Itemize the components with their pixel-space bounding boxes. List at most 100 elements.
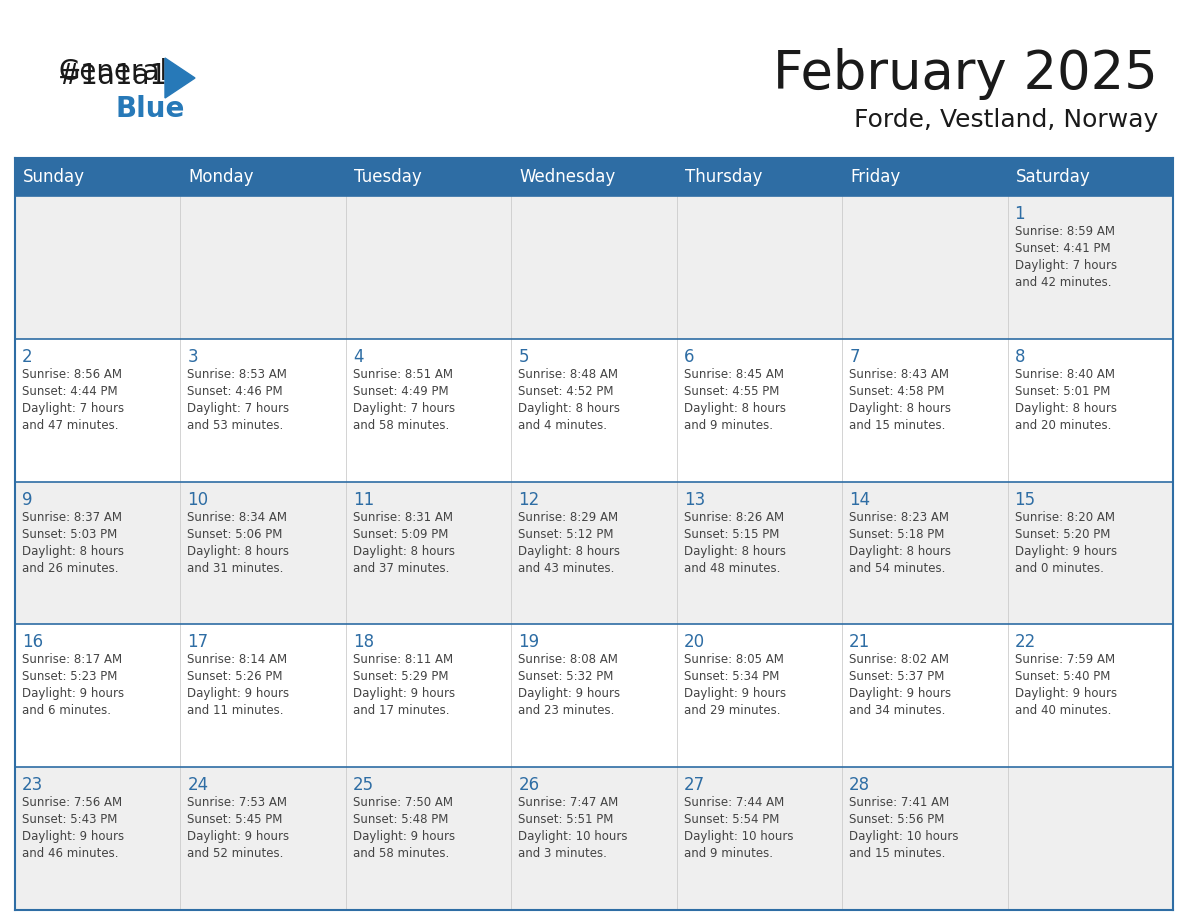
Text: 14: 14 (849, 490, 871, 509)
Text: Daylight: 9 hours: Daylight: 9 hours (518, 688, 620, 700)
Text: Sunrise: 8:48 AM: Sunrise: 8:48 AM (518, 368, 618, 381)
Text: 27: 27 (684, 777, 704, 794)
Text: and 29 minutes.: and 29 minutes. (684, 704, 781, 717)
Text: Sunrise: 8:08 AM: Sunrise: 8:08 AM (518, 654, 618, 666)
Text: 7: 7 (849, 348, 860, 365)
Text: Sunrise: 8:31 AM: Sunrise: 8:31 AM (353, 510, 453, 523)
Text: and 20 minutes.: and 20 minutes. (1015, 419, 1111, 431)
Text: 17: 17 (188, 633, 209, 652)
Text: 10: 10 (188, 490, 209, 509)
Bar (15, 624, 1173, 767)
Text: Daylight: 8 hours: Daylight: 8 hours (188, 544, 290, 557)
Text: and 9 minutes.: and 9 minutes. (684, 847, 772, 860)
Text: Sunrise: 7:59 AM: Sunrise: 7:59 AM (1015, 654, 1114, 666)
Text: 2: 2 (23, 348, 32, 365)
Text: Wednesday: Wednesday (519, 168, 615, 186)
Text: Sunset: 5:09 PM: Sunset: 5:09 PM (353, 528, 448, 541)
Text: and 31 minutes.: and 31 minutes. (188, 562, 284, 575)
Text: Sunset: 5:51 PM: Sunset: 5:51 PM (518, 813, 614, 826)
Text: Sunrise: 8:26 AM: Sunrise: 8:26 AM (684, 510, 784, 523)
Text: and 9 minutes.: and 9 minutes. (684, 419, 772, 431)
Text: 18: 18 (353, 633, 374, 652)
Text: Sunrise: 8:34 AM: Sunrise: 8:34 AM (188, 510, 287, 523)
Text: Daylight: 10 hours: Daylight: 10 hours (684, 830, 794, 844)
Bar (15, 196, 1173, 339)
Text: Sunset: 4:55 PM: Sunset: 4:55 PM (684, 385, 779, 397)
Text: Sunrise: 7:56 AM: Sunrise: 7:56 AM (23, 796, 122, 809)
Text: 9: 9 (23, 490, 32, 509)
Text: and 23 minutes.: and 23 minutes. (518, 704, 614, 717)
Text: Daylight: 8 hours: Daylight: 8 hours (353, 544, 455, 557)
Text: Sunrise: 7:50 AM: Sunrise: 7:50 AM (353, 796, 453, 809)
Text: Sunday: Sunday (23, 168, 86, 186)
Text: Saturday: Saturday (1016, 168, 1091, 186)
Text: Sunrise: 8:43 AM: Sunrise: 8:43 AM (849, 368, 949, 381)
Text: 13: 13 (684, 490, 704, 509)
Text: and 34 minutes.: and 34 minutes. (849, 704, 946, 717)
Text: #1a1a1a: #1a1a1a (58, 62, 185, 90)
Text: Sunrise: 8:20 AM: Sunrise: 8:20 AM (1015, 510, 1114, 523)
Text: Sunrise: 8:40 AM: Sunrise: 8:40 AM (1015, 368, 1114, 381)
Text: Daylight: 8 hours: Daylight: 8 hours (849, 544, 952, 557)
Text: Daylight: 9 hours: Daylight: 9 hours (849, 688, 952, 700)
Text: Sunrise: 8:37 AM: Sunrise: 8:37 AM (23, 510, 122, 523)
Text: Daylight: 7 hours: Daylight: 7 hours (188, 402, 290, 415)
Text: Daylight: 8 hours: Daylight: 8 hours (684, 544, 785, 557)
Text: and 58 minutes.: and 58 minutes. (353, 847, 449, 860)
Text: 26: 26 (518, 777, 539, 794)
Text: 19: 19 (518, 633, 539, 652)
Text: Daylight: 10 hours: Daylight: 10 hours (849, 830, 959, 844)
Text: 20: 20 (684, 633, 704, 652)
Text: 1: 1 (1015, 205, 1025, 223)
Text: 6: 6 (684, 348, 694, 365)
Text: 22: 22 (1015, 633, 1036, 652)
Text: Daylight: 9 hours: Daylight: 9 hours (188, 830, 290, 844)
Text: and 0 minutes.: and 0 minutes. (1015, 562, 1104, 575)
Text: Sunrise: 8:29 AM: Sunrise: 8:29 AM (518, 510, 619, 523)
Text: Sunset: 5:34 PM: Sunset: 5:34 PM (684, 670, 779, 683)
Bar (15, 767, 1173, 910)
Text: Sunset: 5:29 PM: Sunset: 5:29 PM (353, 670, 448, 683)
Text: and 48 minutes.: and 48 minutes. (684, 562, 781, 575)
Text: Sunset: 5:45 PM: Sunset: 5:45 PM (188, 813, 283, 826)
Text: Sunset: 5:48 PM: Sunset: 5:48 PM (353, 813, 448, 826)
Text: Sunset: 4:52 PM: Sunset: 4:52 PM (518, 385, 614, 397)
Text: Sunset: 5:54 PM: Sunset: 5:54 PM (684, 813, 779, 826)
Text: Daylight: 9 hours: Daylight: 9 hours (1015, 544, 1117, 557)
Text: 28: 28 (849, 777, 871, 794)
Text: Daylight: 9 hours: Daylight: 9 hours (188, 688, 290, 700)
Text: 3: 3 (188, 348, 198, 365)
Text: Daylight: 9 hours: Daylight: 9 hours (23, 830, 124, 844)
Text: Friday: Friday (851, 168, 901, 186)
Text: Daylight: 8 hours: Daylight: 8 hours (518, 544, 620, 557)
Text: Sunrise: 8:59 AM: Sunrise: 8:59 AM (1015, 225, 1114, 238)
Text: Tuesday: Tuesday (354, 168, 422, 186)
Text: Daylight: 9 hours: Daylight: 9 hours (1015, 688, 1117, 700)
Text: Blue: Blue (115, 95, 184, 123)
Text: and 11 minutes.: and 11 minutes. (188, 704, 284, 717)
Text: Daylight: 8 hours: Daylight: 8 hours (518, 402, 620, 415)
Text: Sunrise: 7:53 AM: Sunrise: 7:53 AM (188, 796, 287, 809)
Text: Sunset: 5:37 PM: Sunset: 5:37 PM (849, 670, 944, 683)
Text: 25: 25 (353, 777, 374, 794)
Text: and 54 minutes.: and 54 minutes. (849, 562, 946, 575)
Text: Sunset: 4:49 PM: Sunset: 4:49 PM (353, 385, 449, 397)
Text: Daylight: 8 hours: Daylight: 8 hours (23, 544, 124, 557)
Text: Daylight: 10 hours: Daylight: 10 hours (518, 830, 627, 844)
Text: Sunrise: 8:11 AM: Sunrise: 8:11 AM (353, 654, 453, 666)
Text: 4: 4 (353, 348, 364, 365)
Text: Sunset: 5:32 PM: Sunset: 5:32 PM (518, 670, 614, 683)
Text: 8: 8 (1015, 348, 1025, 365)
Text: February 2025: February 2025 (773, 48, 1158, 100)
Text: General: General (58, 58, 168, 86)
Text: Sunset: 5:06 PM: Sunset: 5:06 PM (188, 528, 283, 541)
Text: Sunrise: 7:44 AM: Sunrise: 7:44 AM (684, 796, 784, 809)
Text: Sunset: 5:03 PM: Sunset: 5:03 PM (23, 528, 118, 541)
Text: Sunset: 4:41 PM: Sunset: 4:41 PM (1015, 242, 1111, 255)
Text: 23: 23 (23, 777, 43, 794)
Text: Daylight: 9 hours: Daylight: 9 hours (353, 830, 455, 844)
Text: and 37 minutes.: and 37 minutes. (353, 562, 449, 575)
Text: and 15 minutes.: and 15 minutes. (849, 847, 946, 860)
Text: Sunset: 5:01 PM: Sunset: 5:01 PM (1015, 385, 1110, 397)
Text: and 46 minutes.: and 46 minutes. (23, 847, 119, 860)
